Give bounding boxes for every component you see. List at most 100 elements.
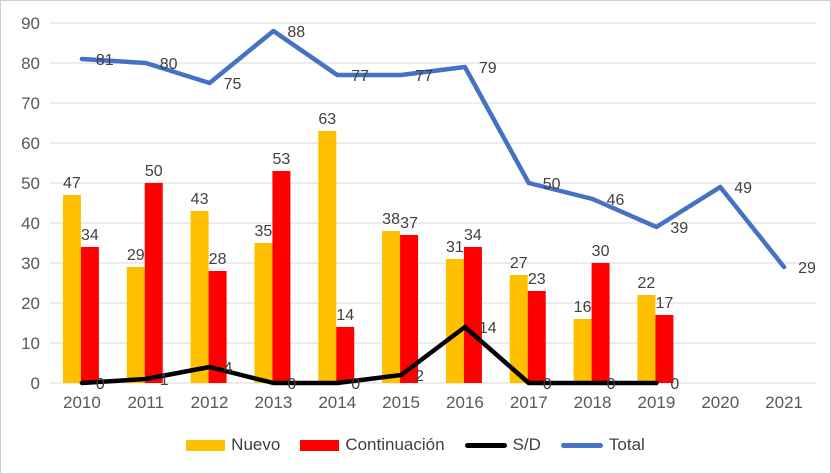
legend-item-continuacion[interactable]: Continuación [300, 435, 445, 455]
bar-nuevo-2014[interactable] [318, 131, 337, 383]
line-total[interactable] [79, 28, 787, 270]
bar-series-continuaci-n [80, 171, 674, 383]
data-label: 34 [464, 227, 482, 244]
data-label: 14 [479, 320, 497, 337]
data-label: 77 [351, 68, 369, 85]
x-tick-label: 2012 [191, 393, 229, 412]
data-label: 50 [543, 176, 561, 193]
x-axis: 2010 2011 2012 2013 2014 2015 2016 2017 2018 2019… [63, 393, 803, 412]
data-label: 23 [528, 271, 546, 288]
data-label: 27 [510, 255, 528, 272]
bar-continuaci-n-2019[interactable] [655, 315, 674, 383]
data-label: 50 [145, 163, 163, 180]
legend-swatch-continuacion-icon [300, 439, 340, 451]
bar-nuevo-2016[interactable] [445, 259, 464, 383]
y-tick-label: 30 [21, 254, 40, 273]
bar-nuevo-2018[interactable] [573, 319, 592, 383]
data-labels: 47 29 43 35 63 38 31 27 16 22 34 50 28 53 14 37 34 23 30 1 7… [63, 24, 816, 393]
data-label: 29 [127, 247, 145, 264]
legend-swatch-nuevo-icon [186, 439, 226, 451]
x-tick-label: 2016 [446, 393, 484, 412]
data-label: 0 [607, 376, 616, 393]
bar-continuaci-n-2016[interactable] [463, 247, 482, 383]
bar-continuaci-n-2013[interactable] [272, 171, 291, 383]
x-tick-label: 2011 [127, 393, 164, 412]
legend-label-total: Total [608, 435, 645, 454]
x-tick-label: 2013 [255, 393, 293, 412]
legend-item-total[interactable]: Total [560, 435, 645, 455]
data-label: 47 [63, 175, 81, 192]
data-label: 0 [670, 376, 679, 393]
y-tick-label: 70 [21, 94, 40, 113]
bar-continuaci-n-2017[interactable] [527, 291, 546, 383]
data-label: 80 [160, 56, 178, 73]
x-tick-label: 2019 [638, 393, 676, 412]
data-label: 4 [224, 360, 233, 377]
bar-nuevo-2019[interactable] [637, 295, 656, 383]
data-label: 37 [400, 215, 418, 232]
x-tick-label: 2018 [574, 393, 612, 412]
data-label: 22 [638, 275, 656, 292]
y-tick-label: 60 [21, 134, 40, 153]
data-label: 1 [160, 372, 169, 389]
data-label: 77 [415, 68, 433, 85]
data-label: 81 [96, 52, 114, 69]
bar-continuaci-n-2018[interactable] [591, 263, 610, 383]
data-label: 38 [382, 211, 400, 228]
y-tick-label: 50 [21, 174, 40, 193]
y-tick-label: 0 [31, 374, 40, 393]
legend-item-sd[interactable]: S/D [464, 435, 541, 455]
data-label: 63 [318, 111, 336, 128]
line-series-s-d [79, 324, 659, 386]
bar-nuevo-2013[interactable] [254, 243, 273, 383]
data-label: 16 [574, 299, 592, 316]
chart-legend: Nuevo Continuación S/D Total [1, 433, 830, 457]
bar-nuevo-2015[interactable] [382, 231, 401, 383]
bar-continuaci-n-2011[interactable] [144, 183, 163, 383]
data-label: 49 [734, 180, 752, 197]
bar-continuaci-n-2015[interactable] [400, 235, 419, 383]
y-tick-label: 80 [21, 54, 40, 73]
data-label: 46 [607, 192, 625, 209]
bar-continuaci-n-2012[interactable] [208, 271, 227, 383]
y-tick-label: 20 [21, 294, 40, 313]
data-label: 88 [287, 24, 305, 41]
line-s-d[interactable] [79, 324, 659, 386]
data-label: 30 [592, 243, 610, 260]
data-label: 31 [446, 239, 464, 256]
data-label: 43 [191, 191, 209, 208]
legend-swatch-sd-icon [464, 442, 507, 448]
x-tick-label: 2010 [63, 393, 101, 412]
data-label: 14 [336, 307, 354, 324]
bar-nuevo-2011[interactable] [126, 267, 145, 383]
data-label: 53 [273, 151, 291, 168]
data-label: 0 [96, 376, 105, 393]
data-label: 0 [287, 376, 296, 393]
data-label: 28 [209, 251, 227, 268]
bar-nuevo-2012[interactable] [190, 211, 209, 383]
data-label: 35 [255, 223, 273, 240]
legend-item-nuevo[interactable]: Nuevo [186, 435, 280, 455]
x-tick-label: 2014 [318, 393, 356, 412]
bar-continuaci-n-2014[interactable] [336, 327, 355, 383]
data-label: 0 [543, 376, 552, 393]
data-label: 39 [670, 220, 688, 237]
legend-swatch-total-icon [560, 442, 603, 448]
data-label: 34 [81, 227, 99, 244]
line-series-total [79, 28, 787, 270]
x-tick-label: 2020 [701, 393, 739, 412]
bar-nuevo-2017[interactable] [509, 275, 528, 383]
bar-nuevo-2010[interactable] [62, 195, 81, 383]
bar-series-nuevo [62, 131, 656, 383]
bar-continuaci-n-2010[interactable] [80, 247, 99, 383]
data-label: 75 [224, 76, 242, 93]
y-tick-label: 10 [21, 334, 40, 353]
y-tick-label: 40 [21, 214, 40, 233]
x-tick-label: 2015 [382, 393, 420, 412]
y-tick-label: 90 [21, 14, 40, 33]
data-label: 79 [479, 60, 497, 77]
data-label: 2 [415, 368, 424, 385]
